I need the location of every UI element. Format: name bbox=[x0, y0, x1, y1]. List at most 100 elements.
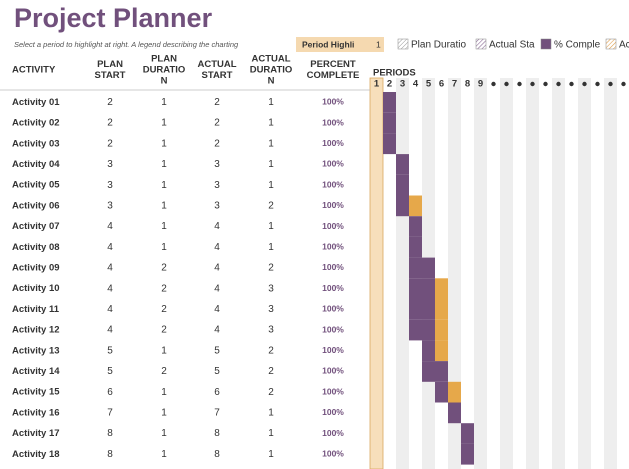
subtitle: Select a period to highlight at right. A… bbox=[14, 40, 239, 49]
complete-bar bbox=[422, 340, 435, 362]
activity-name: Activity 05 bbox=[12, 180, 60, 191]
complete-bar bbox=[409, 299, 435, 320]
cell: 3 bbox=[107, 159, 113, 170]
cell: 8 bbox=[214, 449, 220, 460]
complete-bar bbox=[383, 112, 396, 134]
period-column bbox=[539, 78, 552, 469]
period-column bbox=[513, 78, 526, 469]
complete-bar bbox=[409, 319, 435, 341]
period-number: 4 bbox=[413, 79, 419, 90]
cell: 1 bbox=[268, 159, 274, 170]
period-number: 2 bbox=[387, 79, 392, 90]
cell: 2 bbox=[161, 263, 167, 274]
cell: 100% bbox=[322, 262, 344, 272]
complete-bar bbox=[409, 278, 435, 299]
activity-name: Activity 12 bbox=[12, 325, 60, 336]
column-header: ACTUAL bbox=[251, 54, 290, 65]
cell: 100% bbox=[322, 449, 344, 459]
cell: 100% bbox=[322, 242, 344, 252]
overrun-bar bbox=[435, 299, 448, 320]
period-column bbox=[617, 78, 629, 469]
activity-name: Activity 16 bbox=[12, 407, 60, 418]
cell: 5 bbox=[214, 345, 220, 356]
cell: 100% bbox=[322, 407, 344, 417]
cell: 4 bbox=[107, 221, 113, 232]
cell: 1 bbox=[161, 428, 167, 439]
legend-swatch bbox=[397, 38, 409, 50]
cell: 4 bbox=[214, 221, 220, 232]
column-header: PLAN bbox=[151, 54, 177, 65]
cell: 100% bbox=[322, 159, 344, 169]
column-header: PLAN bbox=[97, 59, 123, 70]
complete-bar bbox=[383, 133, 396, 155]
cell: 1 bbox=[161, 200, 167, 211]
column-header: DURATIO bbox=[250, 65, 293, 76]
period-number: 1 bbox=[374, 79, 380, 90]
activity-name: Activity 08 bbox=[12, 242, 60, 253]
cell: 1 bbox=[161, 449, 167, 460]
activity-name: Activity 18 bbox=[12, 449, 60, 460]
cell: 100% bbox=[322, 304, 344, 314]
complete-bar bbox=[396, 195, 409, 217]
highlight-column bbox=[369, 77, 384, 469]
cell: 1 bbox=[161, 242, 167, 253]
cell: 1 bbox=[268, 407, 274, 418]
cell: 2 bbox=[107, 118, 113, 129]
period-dot bbox=[504, 81, 509, 87]
overrun-bar bbox=[435, 319, 448, 341]
cell: 1 bbox=[268, 449, 274, 460]
cell: 4 bbox=[214, 263, 220, 274]
complete-bar bbox=[409, 257, 435, 279]
cell: 4 bbox=[214, 242, 220, 253]
complete-bar bbox=[409, 236, 422, 258]
legend-swatch bbox=[540, 38, 552, 50]
cell: 2 bbox=[161, 283, 167, 294]
column-header: COMPLETE bbox=[307, 70, 360, 81]
cell: 4 bbox=[214, 325, 220, 336]
period-highlight-box[interactable] bbox=[296, 37, 384, 52]
complete-bar bbox=[409, 216, 422, 237]
activity-name: Activity 17 bbox=[12, 428, 60, 439]
cell: 7 bbox=[214, 407, 220, 418]
period-highlight-value[interactable]: 1 bbox=[376, 39, 381, 49]
cell: 3 bbox=[214, 180, 220, 191]
cell: 8 bbox=[214, 428, 220, 439]
complete-bar bbox=[396, 174, 409, 196]
overrun-bar bbox=[448, 381, 461, 403]
cell: 2 bbox=[268, 200, 274, 211]
cell: 3 bbox=[268, 304, 274, 315]
cell: 1 bbox=[161, 180, 167, 191]
cell: 1 bbox=[161, 221, 167, 232]
column-header: ACTIVITY bbox=[12, 65, 56, 76]
period-highlight-label: Period Highli bbox=[302, 39, 354, 49]
column-header: DURATIO bbox=[143, 65, 186, 76]
cell: 2 bbox=[268, 387, 274, 398]
cell: 2 bbox=[214, 118, 220, 129]
cell: 2 bbox=[107, 138, 113, 149]
period-dot bbox=[595, 81, 600, 87]
activity-name: Activity 11 bbox=[12, 304, 60, 315]
cell: 8 bbox=[107, 449, 113, 460]
complete-bar bbox=[461, 423, 474, 444]
period-number: 6 bbox=[439, 79, 444, 90]
cell: 3 bbox=[107, 200, 113, 211]
table: ACTIVITY PLANSTARTPLANDURATIONACTUALSTART… bbox=[0, 54, 474, 465]
cell: 100% bbox=[322, 117, 344, 127]
cell: 1 bbox=[268, 428, 274, 439]
cell: 4 bbox=[214, 283, 220, 294]
cell: 2 bbox=[161, 304, 167, 315]
period-column bbox=[487, 78, 500, 469]
cell: 1 bbox=[268, 118, 274, 129]
cell: 1 bbox=[268, 242, 274, 253]
complete-bar bbox=[383, 92, 396, 113]
cell: 1 bbox=[161, 345, 167, 356]
cell: 100% bbox=[322, 386, 344, 396]
legend-label: Ac bbox=[619, 40, 629, 51]
cell: 2 bbox=[268, 366, 274, 377]
cell: 3 bbox=[268, 325, 274, 336]
cell: 100% bbox=[322, 200, 344, 210]
cell: 4 bbox=[214, 304, 220, 315]
period-dot bbox=[517, 81, 522, 87]
legend-label: Actual Sta bbox=[489, 40, 535, 51]
cell: 6 bbox=[107, 387, 113, 398]
